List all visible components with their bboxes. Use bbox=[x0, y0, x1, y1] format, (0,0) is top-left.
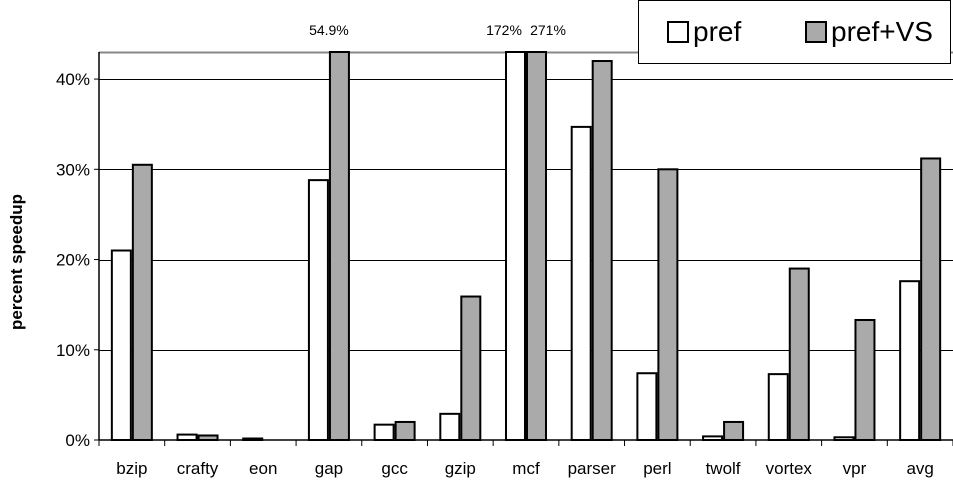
clipped-value-labels: 54.9% 172% 271% bbox=[309, 22, 566, 38]
bar-pref-vortex bbox=[769, 374, 788, 440]
x-tick-label: gap bbox=[315, 459, 343, 478]
y-axis-label: percent speedup bbox=[7, 194, 26, 330]
bar-pref-vs-bzip bbox=[133, 165, 152, 440]
bar-pref-gzip bbox=[440, 414, 459, 440]
bar-pref-gcc bbox=[375, 425, 394, 440]
y-tick-label: 10% bbox=[56, 341, 90, 360]
bar-pref-vs-vortex bbox=[790, 269, 809, 440]
legend-label-pref-vs: pref+VS bbox=[831, 16, 933, 48]
y-tick-label: 40% bbox=[56, 70, 90, 89]
bar-pref-vs-avg bbox=[921, 158, 940, 440]
clipped-value-label: 54.9% bbox=[309, 22, 349, 38]
legend-item-pref-vs: pref+VS bbox=[805, 15, 933, 49]
x-tick-label: perl bbox=[643, 459, 671, 478]
bar-pref-crafty bbox=[178, 435, 197, 440]
x-tick-label: gzip bbox=[445, 459, 476, 478]
legend-swatch-pref bbox=[667, 21, 689, 43]
bar-pref-vs-vpr bbox=[855, 320, 874, 440]
bar-pref-gap bbox=[309, 180, 328, 440]
clipped-value-label: 271% bbox=[530, 22, 566, 38]
bar-pref-vs-perl bbox=[658, 169, 677, 440]
bar-pref-vs-twolf bbox=[724, 422, 743, 440]
x-tick-label: avg bbox=[906, 459, 933, 478]
y-tick-label: 0% bbox=[65, 431, 90, 450]
bar-pref-avg bbox=[900, 281, 919, 440]
clipped-value-label: 172% bbox=[486, 22, 522, 38]
y-tick-label: 30% bbox=[56, 160, 90, 179]
x-tick-label: twolf bbox=[706, 459, 741, 478]
x-tick-label: crafty bbox=[177, 459, 219, 478]
y-tick-labels: 0% 10% 20% 30% 40% bbox=[56, 70, 90, 450]
bar-pref-vs-gap bbox=[330, 52, 349, 440]
bar-pref-vs-parser bbox=[593, 61, 612, 440]
y-tick-label: 20% bbox=[56, 251, 90, 270]
x-tick-labels: bzip crafty eon gap gcc gzip mcf parser perl twol… bbox=[116, 459, 934, 478]
bar-pref-vs-gzip bbox=[461, 297, 480, 440]
x-tick-label: vortex bbox=[766, 459, 813, 478]
bar-pref-parser bbox=[572, 127, 591, 440]
x-tick-label: bzip bbox=[116, 459, 147, 478]
bar-pref-vs-gcc bbox=[396, 422, 415, 440]
bars bbox=[112, 52, 940, 440]
legend-swatch-pref-vs bbox=[805, 21, 827, 43]
x-tick-label: parser bbox=[568, 459, 617, 478]
x-tick-label: gcc bbox=[381, 459, 408, 478]
x-tick-label: mcf bbox=[512, 459, 540, 478]
bar-pref-perl bbox=[637, 373, 656, 440]
bar-pref-mcf bbox=[506, 52, 525, 440]
bar-pref-vs-mcf bbox=[527, 52, 546, 440]
legend-item-pref: pref bbox=[667, 15, 741, 49]
x-tick-label: vpr bbox=[843, 459, 867, 478]
x-tick-label: eon bbox=[249, 459, 277, 478]
bar-pref-bzip bbox=[112, 251, 131, 440]
legend-label-pref: pref bbox=[693, 16, 741, 48]
legend: pref pref+VS bbox=[638, 0, 951, 64]
